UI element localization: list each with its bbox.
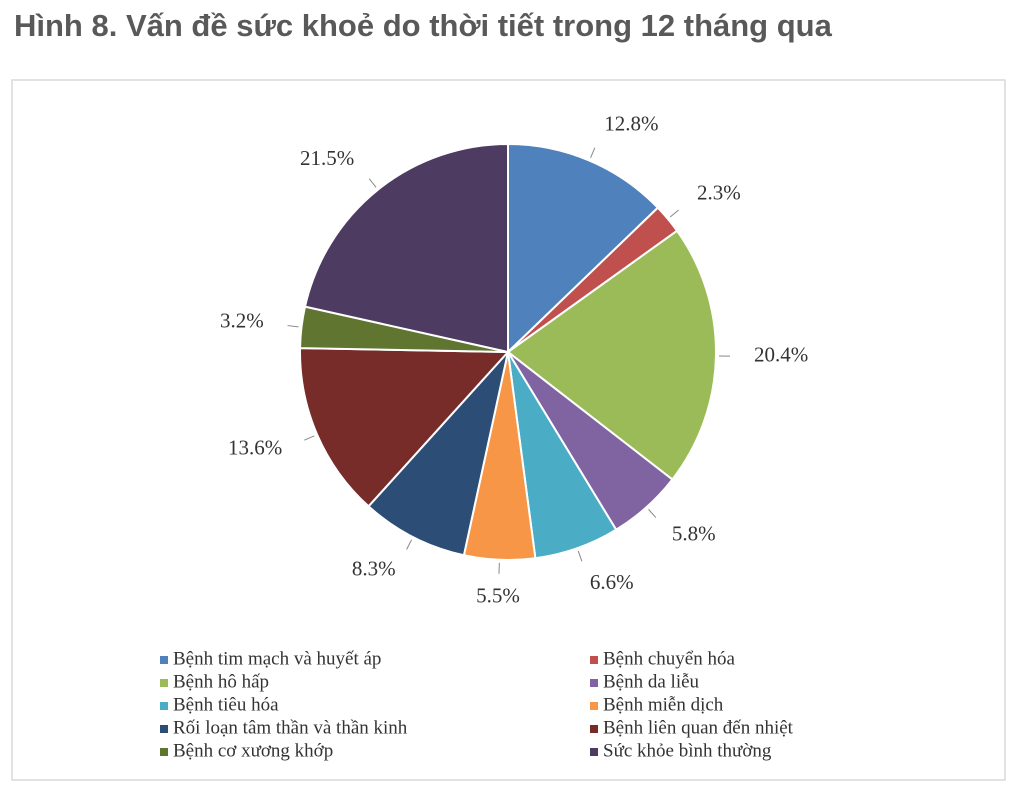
data-label: 13.6% bbox=[228, 436, 282, 460]
data-label: 20.4% bbox=[754, 342, 808, 366]
pie-slice bbox=[507, 142, 660, 355]
pie-slice bbox=[299, 347, 511, 508]
data-label: 8.3% bbox=[352, 557, 396, 581]
data-label: 6.6% bbox=[590, 570, 634, 594]
legend-swatch bbox=[590, 679, 598, 687]
chart-title: Hình 8. Vấn đề sức khoẻ do thời tiết tro… bbox=[14, 8, 833, 43]
legend-swatch bbox=[590, 725, 598, 733]
legend-label: Bệnh chuyển hóa bbox=[603, 648, 735, 669]
data-label: 3.2% bbox=[220, 309, 264, 333]
leader-line bbox=[590, 147, 596, 159]
leader-line bbox=[648, 509, 657, 518]
legend-swatch bbox=[160, 748, 168, 756]
legend-swatch bbox=[160, 679, 168, 687]
pie-slice bbox=[367, 348, 510, 557]
leader-line bbox=[287, 325, 299, 328]
pie-slice bbox=[506, 229, 717, 481]
legend-label: Rối loạn tâm thần và thần kinh bbox=[173, 717, 408, 738]
legend-label: Bệnh hô hấp bbox=[173, 671, 269, 692]
chart-frame bbox=[11, 79, 1006, 781]
legend-label: Bệnh liên quan đến nhiệt bbox=[603, 717, 794, 738]
legend-label: Bệnh miễn dịch bbox=[603, 694, 724, 715]
legend-swatch bbox=[590, 702, 598, 710]
legend-label: Bệnh tim mạch và huyết áp bbox=[173, 648, 381, 669]
legend-label: Bệnh tiêu hóa bbox=[173, 694, 279, 715]
legend-label: Bệnh cơ xương khớp bbox=[173, 740, 333, 761]
legend-swatch bbox=[160, 725, 168, 733]
data-label: 5.5% bbox=[476, 584, 520, 608]
data-label: 12.8% bbox=[604, 111, 658, 135]
legend-label: Sức khỏe bình thường bbox=[603, 740, 772, 761]
legend-swatch bbox=[160, 656, 168, 664]
leader-line bbox=[304, 435, 315, 441]
legend-label: Bệnh da liễu bbox=[603, 671, 700, 692]
legend-swatch bbox=[590, 656, 598, 664]
data-label: 21.5% bbox=[300, 146, 354, 170]
leader-line bbox=[406, 539, 413, 550]
legend-swatch bbox=[590, 748, 598, 756]
leader-line bbox=[577, 550, 583, 562]
leader-line bbox=[669, 209, 679, 218]
legend-swatch bbox=[160, 702, 168, 710]
data-label: 2.3% bbox=[697, 180, 741, 204]
pie-slice bbox=[303, 142, 509, 354]
data-label: 5.8% bbox=[672, 521, 716, 545]
leader-line bbox=[368, 178, 377, 188]
